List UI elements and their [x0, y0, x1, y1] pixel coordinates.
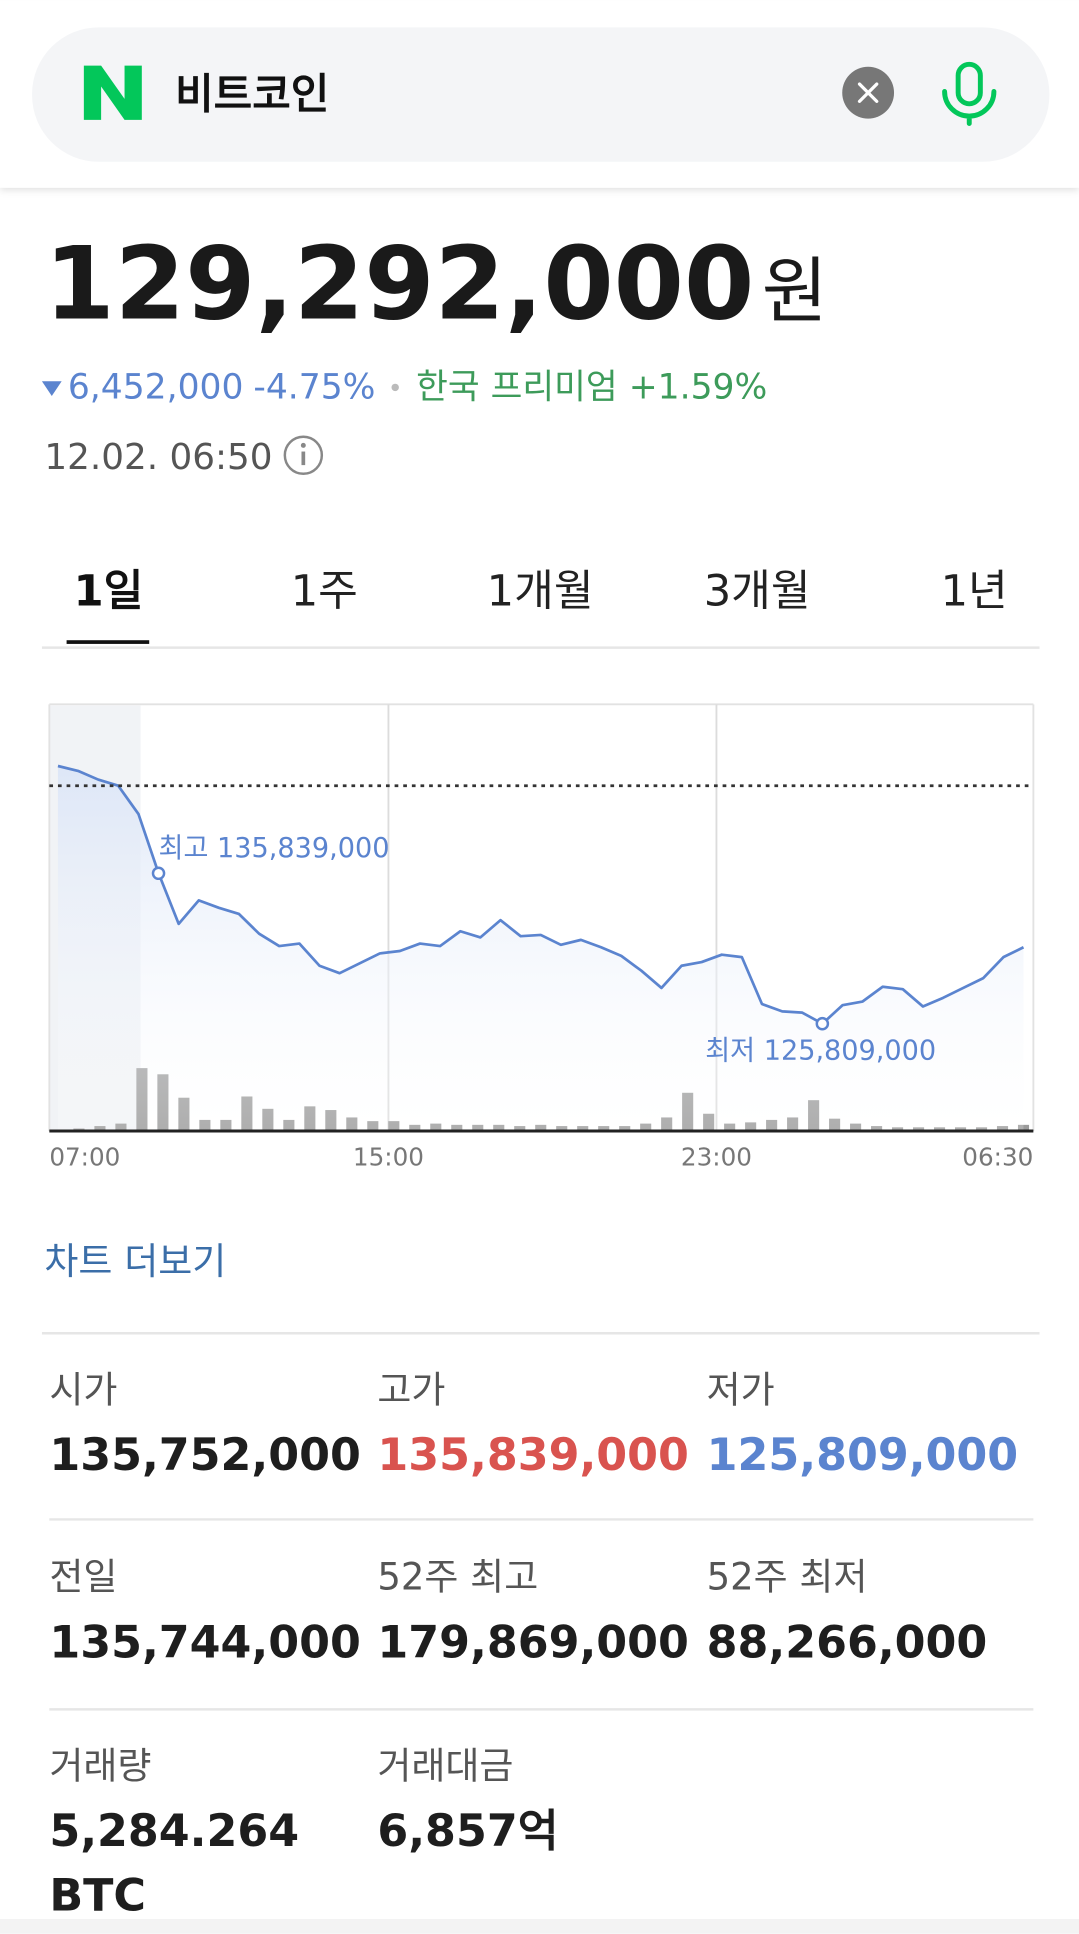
tab[interactable]: 1일 — [74, 567, 144, 617]
naver-logo[interactable] — [83, 65, 142, 120]
stat-value: 125,809,000 — [707, 1430, 1019, 1481]
price: 129,292,000 — [44, 224, 754, 342]
x-tick-label: 07:00 — [49, 1143, 120, 1172]
stat-value: 135,752,000 — [49, 1430, 361, 1481]
stat-unit: BTC — [49, 1870, 146, 1921]
x-tick-label: 23:00 — [681, 1143, 752, 1172]
tab[interactable]: 1개월 — [487, 567, 594, 617]
extreme-label: 최고 135,839,000 — [159, 833, 390, 864]
tab[interactable]: 3개월 — [704, 567, 811, 617]
tab-indicator — [66, 640, 150, 644]
stat-value: 135,839,000 — [377, 1430, 689, 1481]
price-area — [57, 765, 1024, 1132]
bottom-edge — [0, 1918, 1079, 1934]
timestamp: 12.02. 06:50 — [44, 437, 272, 478]
stat-label: 거래대금 — [377, 1744, 513, 1787]
price-line — [57, 764, 1025, 1026]
voice-button[interactable] — [942, 61, 997, 126]
extreme-label: 최저 125,809,000 — [705, 1035, 936, 1066]
change-percent: -4.75% — [253, 368, 375, 408]
info-icon[interactable] — [283, 435, 324, 475]
stat-label: 전일 — [49, 1556, 117, 1599]
stat-label: 고가 — [377, 1368, 445, 1411]
more-chart-link[interactable]: 차트 더보기 — [44, 1240, 226, 1283]
stat-label: 52주 최고 — [377, 1556, 538, 1599]
down-arrow — [41, 381, 62, 397]
price-unit: 원 — [762, 250, 828, 333]
premium-label: 한국 프리미엄 — [416, 368, 617, 408]
x-tick-label: 15:00 — [353, 1143, 424, 1172]
stat-value: 135,744,000 — [49, 1618, 361, 1669]
x-tick-label: 06:30 — [962, 1143, 1033, 1172]
stat-label: 시가 — [49, 1368, 117, 1411]
search-query[interactable]: 비트코인 — [175, 70, 329, 119]
extreme-marker — [151, 866, 166, 881]
extreme-marker — [815, 1016, 830, 1031]
search-bar[interactable] — [32, 27, 1050, 162]
stat-label: 저가 — [707, 1368, 775, 1411]
premium-value: +1.59% — [629, 368, 768, 408]
separator — [391, 383, 399, 392]
tab[interactable]: 1주 — [291, 567, 358, 617]
stat-label: 52주 최저 — [707, 1556, 868, 1599]
stat-label: 거래량 — [49, 1744, 151, 1787]
tab[interactable]: 1년 — [941, 567, 1008, 617]
stat-value: 5,284.264 — [49, 1806, 299, 1857]
stat-value: 6,857억 — [377, 1806, 558, 1857]
clear-button[interactable] — [842, 66, 895, 119]
change-amount: 6,452,000 — [68, 368, 244, 408]
stat-value: 88,266,000 — [707, 1618, 988, 1669]
stat-value: 179,869,000 — [377, 1618, 689, 1669]
